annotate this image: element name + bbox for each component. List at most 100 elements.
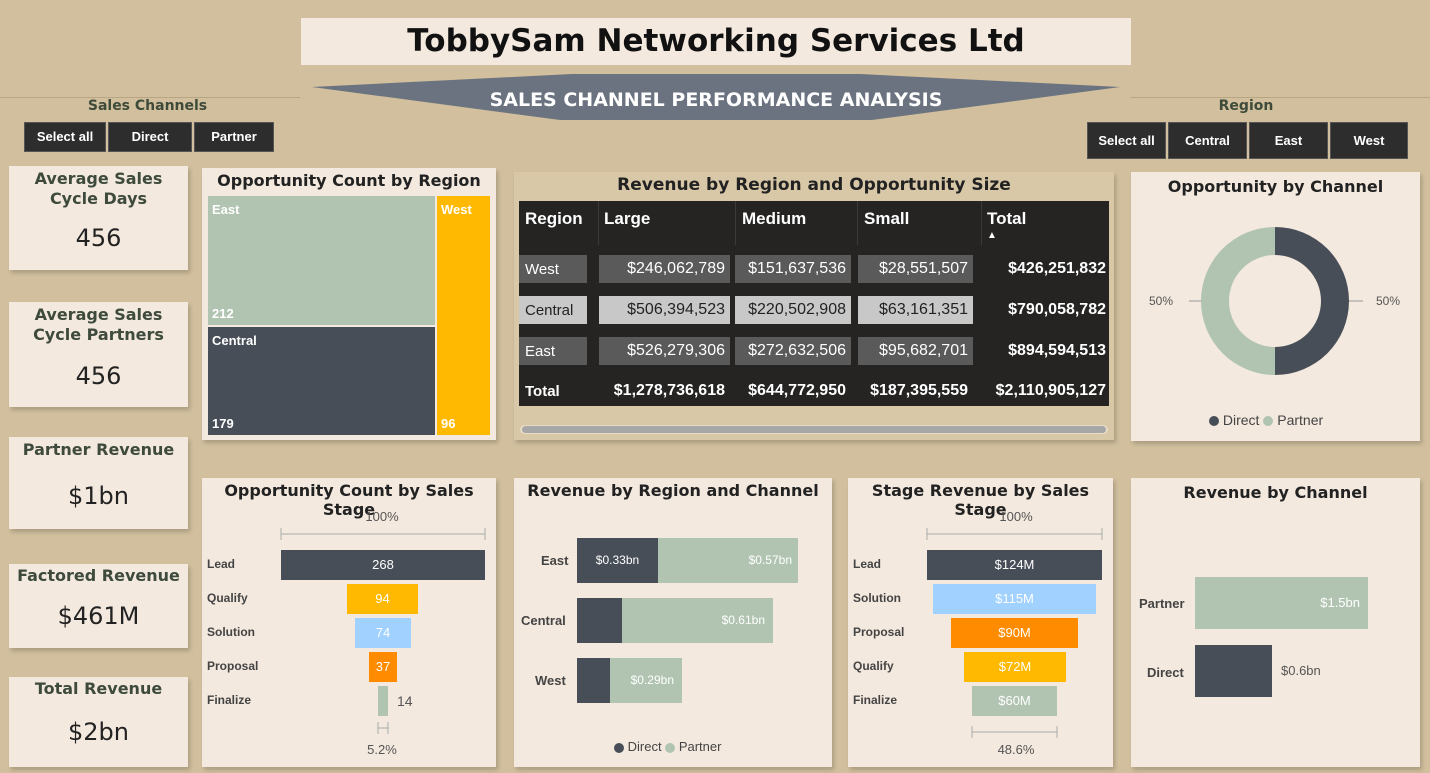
- legend-label-partner[interactable]: Partner: [678, 739, 722, 754]
- funnel-bar-solution[interactable]: 74: [355, 618, 411, 648]
- matrix-cell: [858, 255, 973, 283]
- donut-slice-direct[interactable]: [1275, 227, 1349, 375]
- kpi-value: $1bn: [68, 482, 129, 510]
- sales-channel-direct-button[interactable]: Direct: [108, 122, 192, 152]
- bar-direct[interactable]: [1195, 645, 1272, 697]
- sales-channels-slicer-title: Sales Channels: [87, 98, 208, 114]
- matrix-cell: [735, 296, 851, 324]
- region-select-all-button[interactable]: Select all: [1087, 122, 1166, 159]
- treemap-card: Opportunity Count by Region East 212 Cen…: [202, 168, 496, 440]
- funnel-count-card: Opportunity Count by Sales Stage 100% Le…: [202, 478, 496, 767]
- funnel-stage-label: Proposal: [853, 625, 905, 639]
- region-west-button[interactable]: West: [1330, 122, 1408, 159]
- funnel-bar-lead[interactable]: $124M: [927, 550, 1102, 580]
- matrix-total-value: $644,772,950: [748, 382, 846, 399]
- legend-label-partner[interactable]: Partner: [1277, 412, 1324, 428]
- funnel-stage-label: Finalize: [207, 693, 252, 707]
- funnel-revenue-card: Stage Revenue by Sales Stage 100% Lead S…: [848, 478, 1113, 767]
- donut-label-left: 50%: [1149, 294, 1174, 308]
- legend-marker-partner: [665, 742, 676, 753]
- bar-category-label: Central: [521, 613, 566, 628]
- matrix-cell: [599, 296, 730, 324]
- sort-ascending-icon[interactable]: ▲: [987, 230, 997, 241]
- funnel-bar-finalize[interactable]: [378, 686, 388, 716]
- bar-central-direct[interactable]: [577, 598, 622, 643]
- funnel-stage-label: Qualify: [207, 591, 248, 605]
- matrix-cell-value: $220,502,908: [748, 301, 846, 318]
- funnel-bar-qualify[interactable]: 94: [347, 584, 418, 614]
- region-channel-title: Revenue by Region and Channel: [527, 481, 819, 500]
- bar-west-direct[interactable]: [577, 658, 610, 703]
- banner-arrow: [312, 74, 1120, 120]
- legend-marker-direct: [614, 742, 624, 753]
- treemap-value: 179: [212, 416, 234, 431]
- kpi-card-avg-cycle-partners: Average Sales Cycle Partners 456: [9, 302, 188, 407]
- matrix-total-value: $187,395,559: [870, 382, 968, 399]
- matrix-header-region[interactable]: Region: [525, 209, 583, 228]
- company-title: TobbySam Networking Services Ltd: [301, 18, 1131, 65]
- legend-marker-direct: [1209, 416, 1219, 427]
- bar-central-partner[interactable]: $0.61bn: [622, 598, 773, 643]
- funnel-bar-proposal[interactable]: 37: [369, 652, 397, 682]
- kpi-card-partner-revenue: Partner Revenue $1bn: [9, 437, 188, 529]
- funnel-stage-label: Lead: [853, 557, 882, 571]
- matrix-row-header-east[interactable]: [519, 337, 587, 365]
- funnel-axis: [926, 528, 1103, 738]
- kpi-value: 456: [75, 224, 122, 252]
- matrix-cell-value: $272,632,506: [748, 342, 846, 359]
- legend-label-direct[interactable]: Direct: [1222, 412, 1260, 428]
- bar-category-label: West: [535, 673, 566, 688]
- funnel-bottom-pct: 48.6%: [997, 742, 1035, 757]
- sales-channel-partner-button[interactable]: Partner: [194, 122, 274, 152]
- matrix-scrollbar-thumb[interactable]: [522, 426, 1106, 433]
- funnel-top-pct: 100%: [999, 509, 1033, 524]
- matrix-row-header-west[interactable]: [519, 255, 587, 283]
- region-channel-legend: Direct Partner: [614, 739, 721, 754]
- region-central-button[interactable]: Central: [1168, 122, 1247, 159]
- region-east-button[interactable]: East: [1249, 122, 1328, 159]
- funnel-bar-proposal[interactable]: $90M: [951, 618, 1078, 648]
- matrix-cell-total: $790,058,782: [1008, 301, 1106, 318]
- kpi-label: Average Sales Cycle Partners: [33, 305, 164, 344]
- treemap-tile-east[interactable]: East 212: [208, 196, 435, 325]
- matrix-cell-value: $506,394,523: [627, 301, 725, 318]
- treemap-tile-west[interactable]: West 96: [437, 196, 490, 435]
- donut-slice-partner[interactable]: [1201, 227, 1275, 375]
- matrix-total-value: $1,278,736,618: [613, 382, 725, 399]
- revenue-channel-card: Revenue by Channel Partner Direct $1.5bn…: [1131, 478, 1420, 767]
- funnel-bar-solution[interactable]: $115M: [933, 584, 1096, 614]
- matrix-header-small[interactable]: Small: [864, 209, 910, 228]
- legend-marker-partner: [1263, 416, 1274, 427]
- matrix-cell: [599, 255, 730, 283]
- legend-label-direct[interactable]: Direct: [627, 739, 662, 754]
- divider-right: [1130, 97, 1430, 98]
- bar-east-partner[interactable]: $0.57bn: [658, 538, 798, 583]
- divider-left: [0, 97, 300, 98]
- funnel-bar-lead[interactable]: 268: [281, 550, 485, 580]
- sales-channel-select-all-button[interactable]: Select all: [24, 122, 106, 152]
- funnel-bar-qualify[interactable]: $72M: [964, 652, 1066, 682]
- kpi-value: $2bn: [68, 718, 129, 746]
- matrix-header-total[interactable]: Total: [987, 209, 1027, 228]
- bar-partner[interactable]: $1.5bn: [1195, 577, 1368, 629]
- funnel-axis: [280, 528, 486, 734]
- matrix-row-label: East: [525, 343, 556, 360]
- matrix-cell-value: $151,637,536: [748, 260, 846, 277]
- treemap-value: 96: [441, 416, 456, 431]
- treemap-tile-central[interactable]: Central 179: [208, 327, 435, 435]
- donut-card: Opportunity by Channel 50% 50% Direct Pa…: [1131, 172, 1420, 441]
- funnel-bar-finalize[interactable]: $60M: [972, 686, 1057, 716]
- revenue-channel-title: Revenue by Channel: [1183, 483, 1368, 502]
- treemap-label: West: [441, 202, 472, 217]
- matrix-row-header-central[interactable]: [519, 296, 587, 324]
- funnel-bottom-pct: 5.2%: [367, 742, 397, 757]
- bar-east-direct[interactable]: $0.33bn: [577, 538, 658, 583]
- matrix-header-large[interactable]: Large: [604, 209, 651, 228]
- matrix-cell-value: $63,161,351: [879, 301, 968, 318]
- matrix-header-medium[interactable]: Medium: [742, 209, 807, 228]
- kpi-label: Partner Revenue: [22, 440, 175, 459]
- bar-west-partner[interactable]: $0.29bn: [610, 658, 682, 703]
- matrix-cell-value: $246,062,789: [627, 260, 725, 277]
- treemap-label: Central: [212, 333, 257, 348]
- matrix-row-label: Central: [525, 302, 574, 319]
